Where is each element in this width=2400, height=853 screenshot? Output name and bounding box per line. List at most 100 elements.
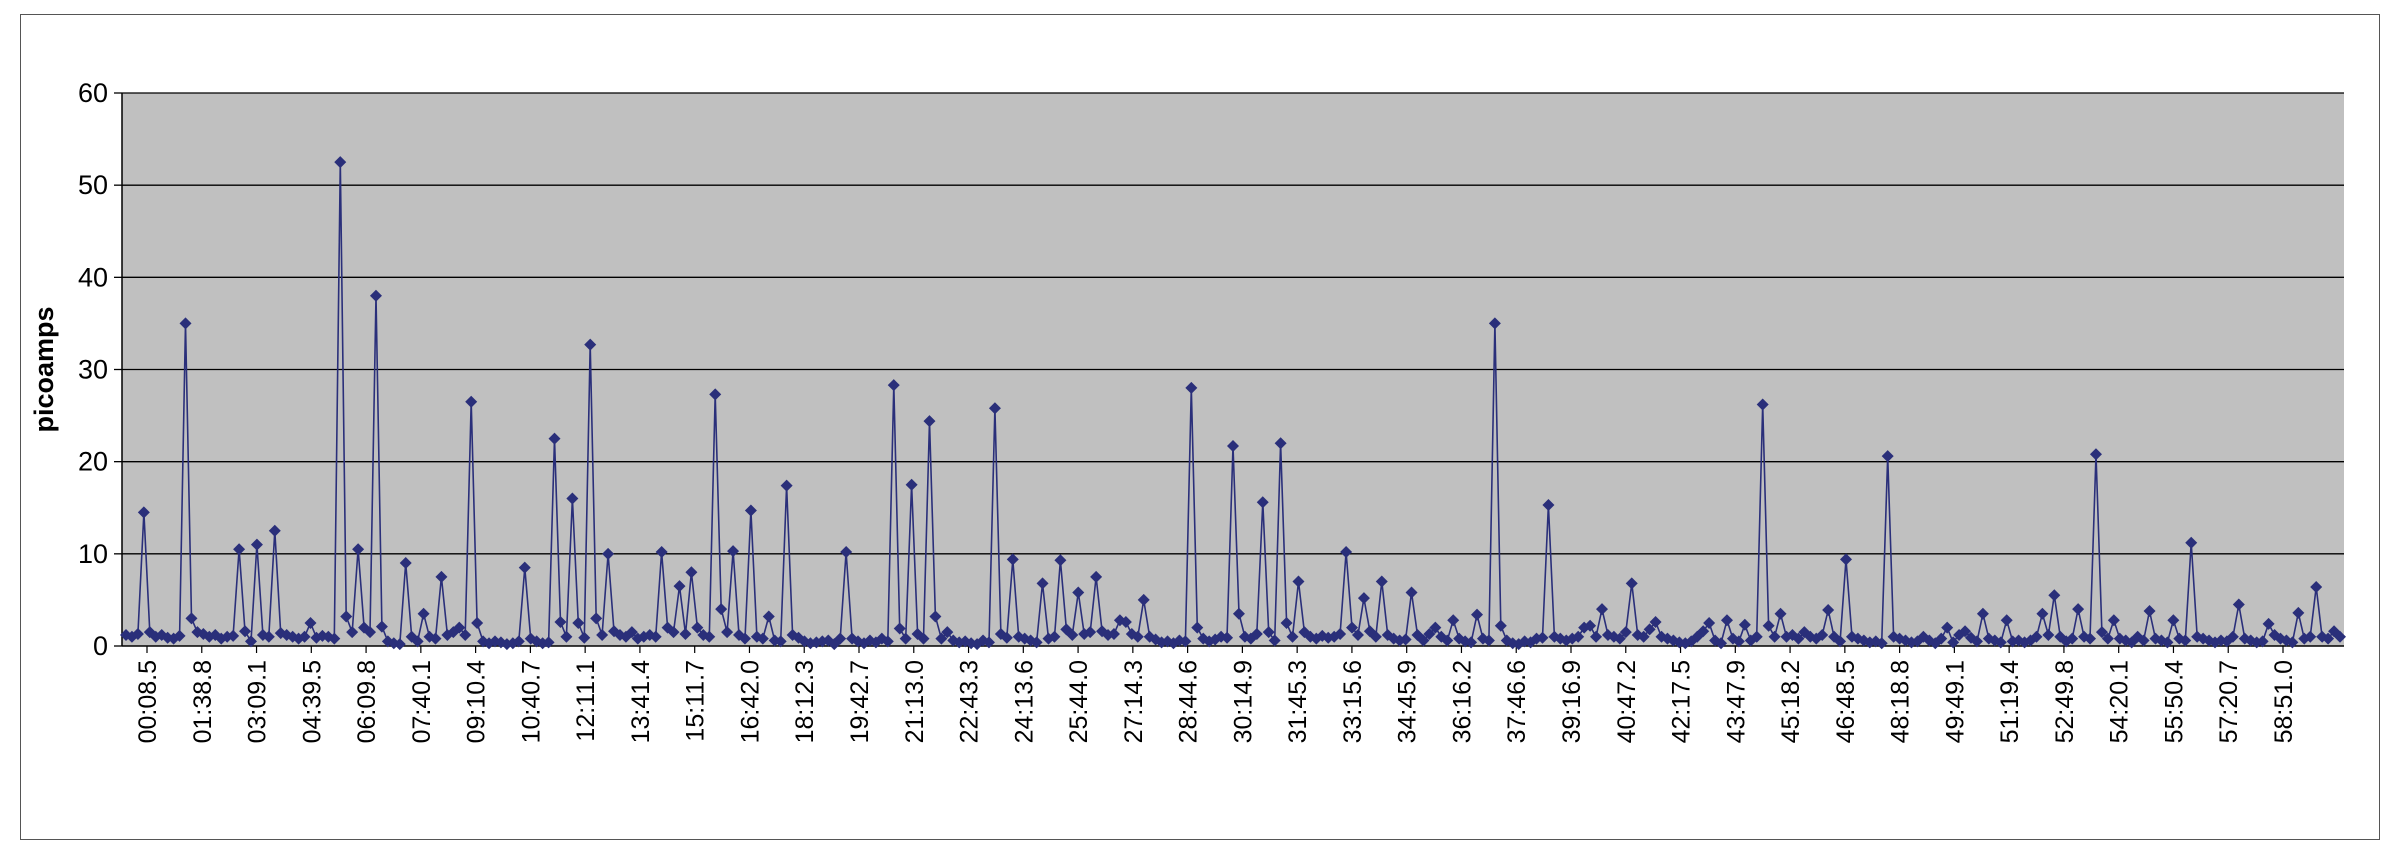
x-tick-label: 36:16.2: [1448, 660, 1476, 743]
x-tick-label: 28:44.6: [1175, 660, 1203, 743]
data-point: [506, 637, 519, 650]
data-point: [1221, 631, 1234, 644]
data-point: [1119, 616, 1132, 629]
data-point: [2185, 536, 2198, 549]
x-tick-label: 31:45.3: [1284, 660, 1312, 743]
data-point: [905, 478, 918, 491]
data-point: [887, 379, 900, 392]
x-tick-label: 27:14.3: [1120, 660, 1148, 743]
data-point: [1875, 637, 1888, 650]
data-point: [1399, 633, 1412, 646]
data-point: [1637, 630, 1650, 643]
data-point: [584, 338, 597, 351]
data-point: [1286, 630, 1299, 643]
data-point: [2310, 581, 2323, 594]
data-point: [1256, 496, 1269, 509]
x-tick-label: 18:12.3: [791, 660, 819, 743]
data-point: [2334, 630, 2346, 643]
data-point: [1357, 592, 1370, 605]
data-point: [649, 630, 662, 643]
data-point: [2286, 636, 2299, 649]
data-point: [1369, 630, 1382, 643]
x-tick-label: 07:40.1: [408, 660, 436, 743]
data-point: [780, 479, 793, 492]
data-point: [1066, 628, 1079, 641]
data-point: [334, 156, 347, 169]
data-point: [2161, 636, 2174, 649]
data-point: [917, 632, 930, 645]
data-point: [935, 632, 948, 645]
data-point: [244, 635, 257, 648]
data-point: [1792, 632, 1805, 645]
x-tick-label: 19:42.7: [846, 660, 874, 743]
chart-frame: 0 10 20 30 40 50 60 00:08.5 01:38.8 03:09.1 04:39.…: [20, 14, 2380, 840]
data-point: [1822, 604, 1835, 617]
data-point: [1179, 635, 1192, 648]
data-point: [1351, 628, 1364, 641]
data-point: [548, 432, 561, 445]
data-point: [2042, 628, 2055, 641]
data-point: [1030, 636, 1043, 649]
data-point: [1596, 603, 1608, 616]
data-point: [1036, 577, 1049, 590]
y-tick-label: 50: [78, 170, 108, 200]
data-point: [459, 628, 472, 641]
data-point: [1542, 498, 1555, 511]
data-point: [1268, 634, 1281, 647]
data-point: [881, 635, 894, 648]
data-point: [352, 543, 365, 556]
data-point: [173, 629, 186, 642]
data-point: [1131, 630, 1144, 643]
data-point: [1405, 586, 1418, 599]
data-point: [1840, 553, 1853, 566]
data-point: [1292, 575, 1305, 588]
data-point: [691, 621, 704, 634]
x-tick-label: 57:20.7: [2215, 660, 2243, 743]
data-point: [518, 561, 531, 574]
data-point: [185, 612, 198, 625]
data-point: [2137, 634, 2150, 647]
data-point: [1000, 631, 1013, 644]
data-point: [298, 630, 311, 643]
data-point: [471, 616, 484, 629]
data-point: [1054, 554, 1067, 567]
data-point: [982, 636, 995, 649]
data-point: [1941, 621, 1954, 634]
data-point: [899, 632, 912, 645]
data-point: [1048, 630, 1061, 643]
data-point: [1274, 437, 1287, 450]
data-point: [840, 545, 853, 558]
data-point: [1471, 608, 1484, 621]
data-point: [1947, 636, 1960, 649]
data-point: [364, 626, 377, 639]
data-point: [572, 616, 585, 629]
data-point: [1762, 619, 1775, 632]
data-point: [2304, 630, 2317, 643]
data-point: [1816, 628, 1829, 641]
x-tick-label: 39:16.9: [1558, 660, 1586, 743]
data-point: [2322, 632, 2335, 645]
data-point: [429, 632, 442, 645]
data-point: [1613, 632, 1626, 645]
data-point: [988, 402, 1001, 415]
data-point: [435, 570, 448, 583]
data-point: [1423, 628, 1436, 641]
data-point: [2143, 604, 2156, 617]
data-point: [2179, 634, 2192, 647]
data-point: [1834, 635, 1847, 648]
data-point: [346, 626, 359, 639]
data-point: [1994, 636, 2007, 649]
data-point: [1750, 630, 1763, 643]
data-point: [554, 616, 567, 629]
data-point: [262, 630, 275, 643]
data-point: [2167, 614, 2180, 627]
data-point: [1417, 634, 1430, 647]
data-point: [1590, 630, 1603, 643]
data-point: [2095, 626, 2108, 639]
data-point: [709, 388, 722, 401]
data-point: [2072, 603, 2085, 616]
data-point: [250, 538, 263, 551]
data-point: [655, 545, 668, 558]
data-point: [744, 504, 757, 517]
y-tick-label: 30: [78, 355, 108, 385]
